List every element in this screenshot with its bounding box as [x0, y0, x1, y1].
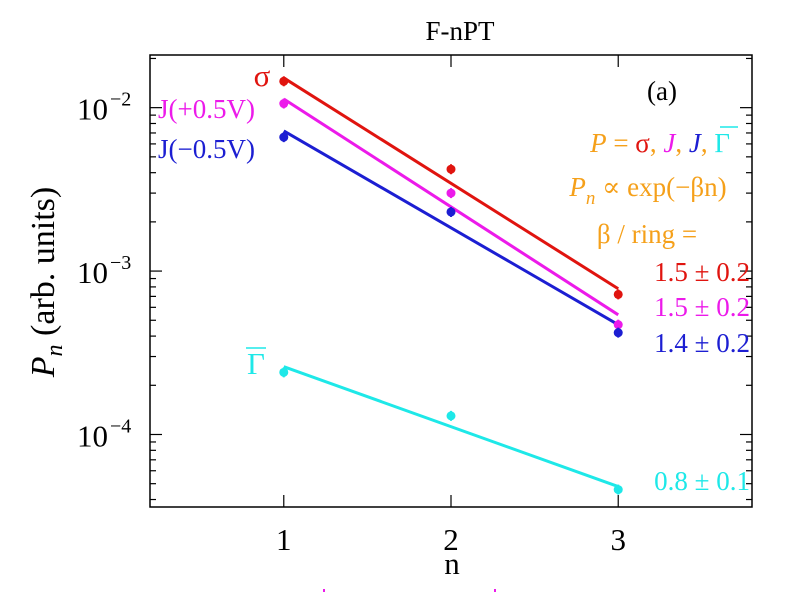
legend-j-minus: J(−0.5V) — [158, 134, 255, 164]
legend-j-plus: J(+0.5V) — [158, 94, 255, 124]
beta-value-gamma: 0.8 ± 0.1 — [654, 466, 750, 496]
svg-text:−4: −4 — [110, 415, 131, 437]
x-tick-label-2: 2 — [443, 522, 459, 557]
stray-mark — [494, 589, 496, 592]
svg-text:−2: −2 — [110, 89, 131, 111]
fit-line-series-0 — [282, 76, 620, 290]
beta-value-j-minus: 1.4 ± 0.2 — [654, 328, 750, 358]
annotation-exp-law: Pn ∝ exp(−βn) — [568, 172, 726, 209]
beta-value-sigma: 1.5 ± 0.2 — [654, 257, 750, 287]
svg-text:10: 10 — [77, 418, 108, 453]
y-tick-label-1e-3: 10 −3 — [77, 252, 131, 290]
legend-gamma: Γ — [247, 346, 265, 381]
fit-line-series-1 — [282, 97, 620, 317]
svg-text:−3: −3 — [110, 252, 131, 274]
fit-lines — [282, 76, 620, 488]
beta-value-j-plus: 1.5 ± 0.2 — [654, 292, 750, 322]
stray-mark — [323, 589, 325, 592]
fit-line-series-2 — [283, 129, 619, 326]
legend-sigma: σ — [254, 58, 271, 93]
svg-text:10: 10 — [77, 92, 108, 127]
data-points — [279, 76, 623, 495]
panel-label: (a) — [647, 76, 677, 106]
annotation-beta-label: β / ring = — [597, 219, 697, 249]
x-tick-label-3: 3 — [610, 522, 626, 557]
axis-ticks — [150, 55, 752, 507]
annotation-p-definition: P = σ, J, J, Γ — [589, 128, 730, 158]
y-tick-label-1e-2: 10 −2 — [77, 89, 131, 127]
y-tick-label-1e-4: 10 −4 — [77, 415, 131, 453]
x-axis-label: n — [444, 546, 460, 581]
y-axis-label: Pn (arb. units) — [25, 187, 68, 378]
chart-title: F-nPT — [425, 16, 495, 46]
svg-text:10: 10 — [77, 255, 108, 290]
fit-line-series-3 — [283, 365, 619, 488]
x-tick-label-1: 1 — [276, 522, 292, 557]
